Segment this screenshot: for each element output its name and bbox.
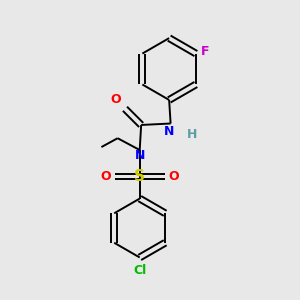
Text: O: O bbox=[111, 93, 122, 106]
Text: S: S bbox=[134, 169, 145, 184]
Text: O: O bbox=[100, 170, 111, 183]
Text: F: F bbox=[201, 45, 210, 58]
Text: H: H bbox=[187, 128, 197, 141]
Text: N: N bbox=[134, 148, 145, 161]
Text: N: N bbox=[164, 125, 174, 138]
Text: Cl: Cl bbox=[133, 264, 146, 277]
Text: O: O bbox=[168, 170, 179, 183]
